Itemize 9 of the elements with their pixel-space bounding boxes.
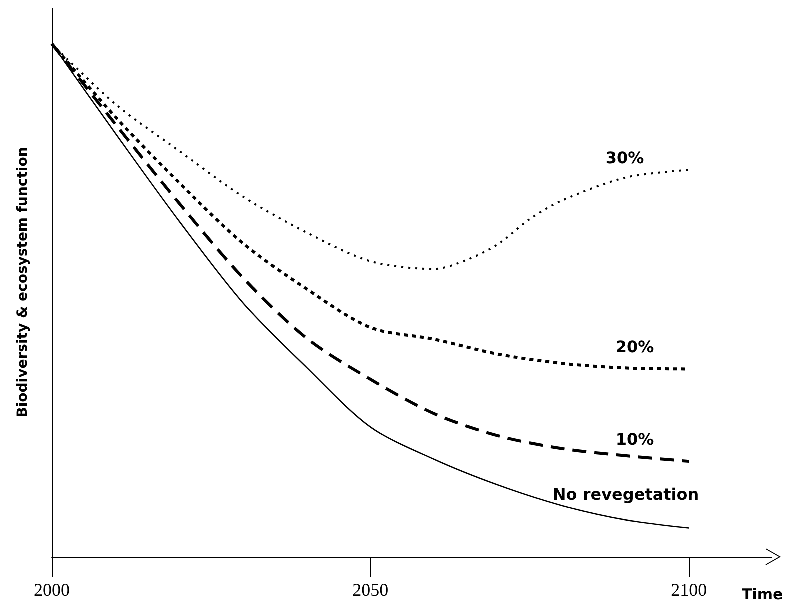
x-tick-label: 2050 xyxy=(352,580,389,600)
series-label: No revegetation xyxy=(552,484,700,504)
y-axis-title: Biodiversity & ecosystem function xyxy=(15,147,31,418)
series-label: 30% xyxy=(606,148,644,168)
x-tick-label: 2000 xyxy=(34,580,70,600)
x-tick-label: 2100 xyxy=(671,580,708,600)
series-label: 20% xyxy=(616,338,654,357)
series-label: 10% xyxy=(616,430,654,450)
x-axis-title: Time xyxy=(742,586,784,604)
